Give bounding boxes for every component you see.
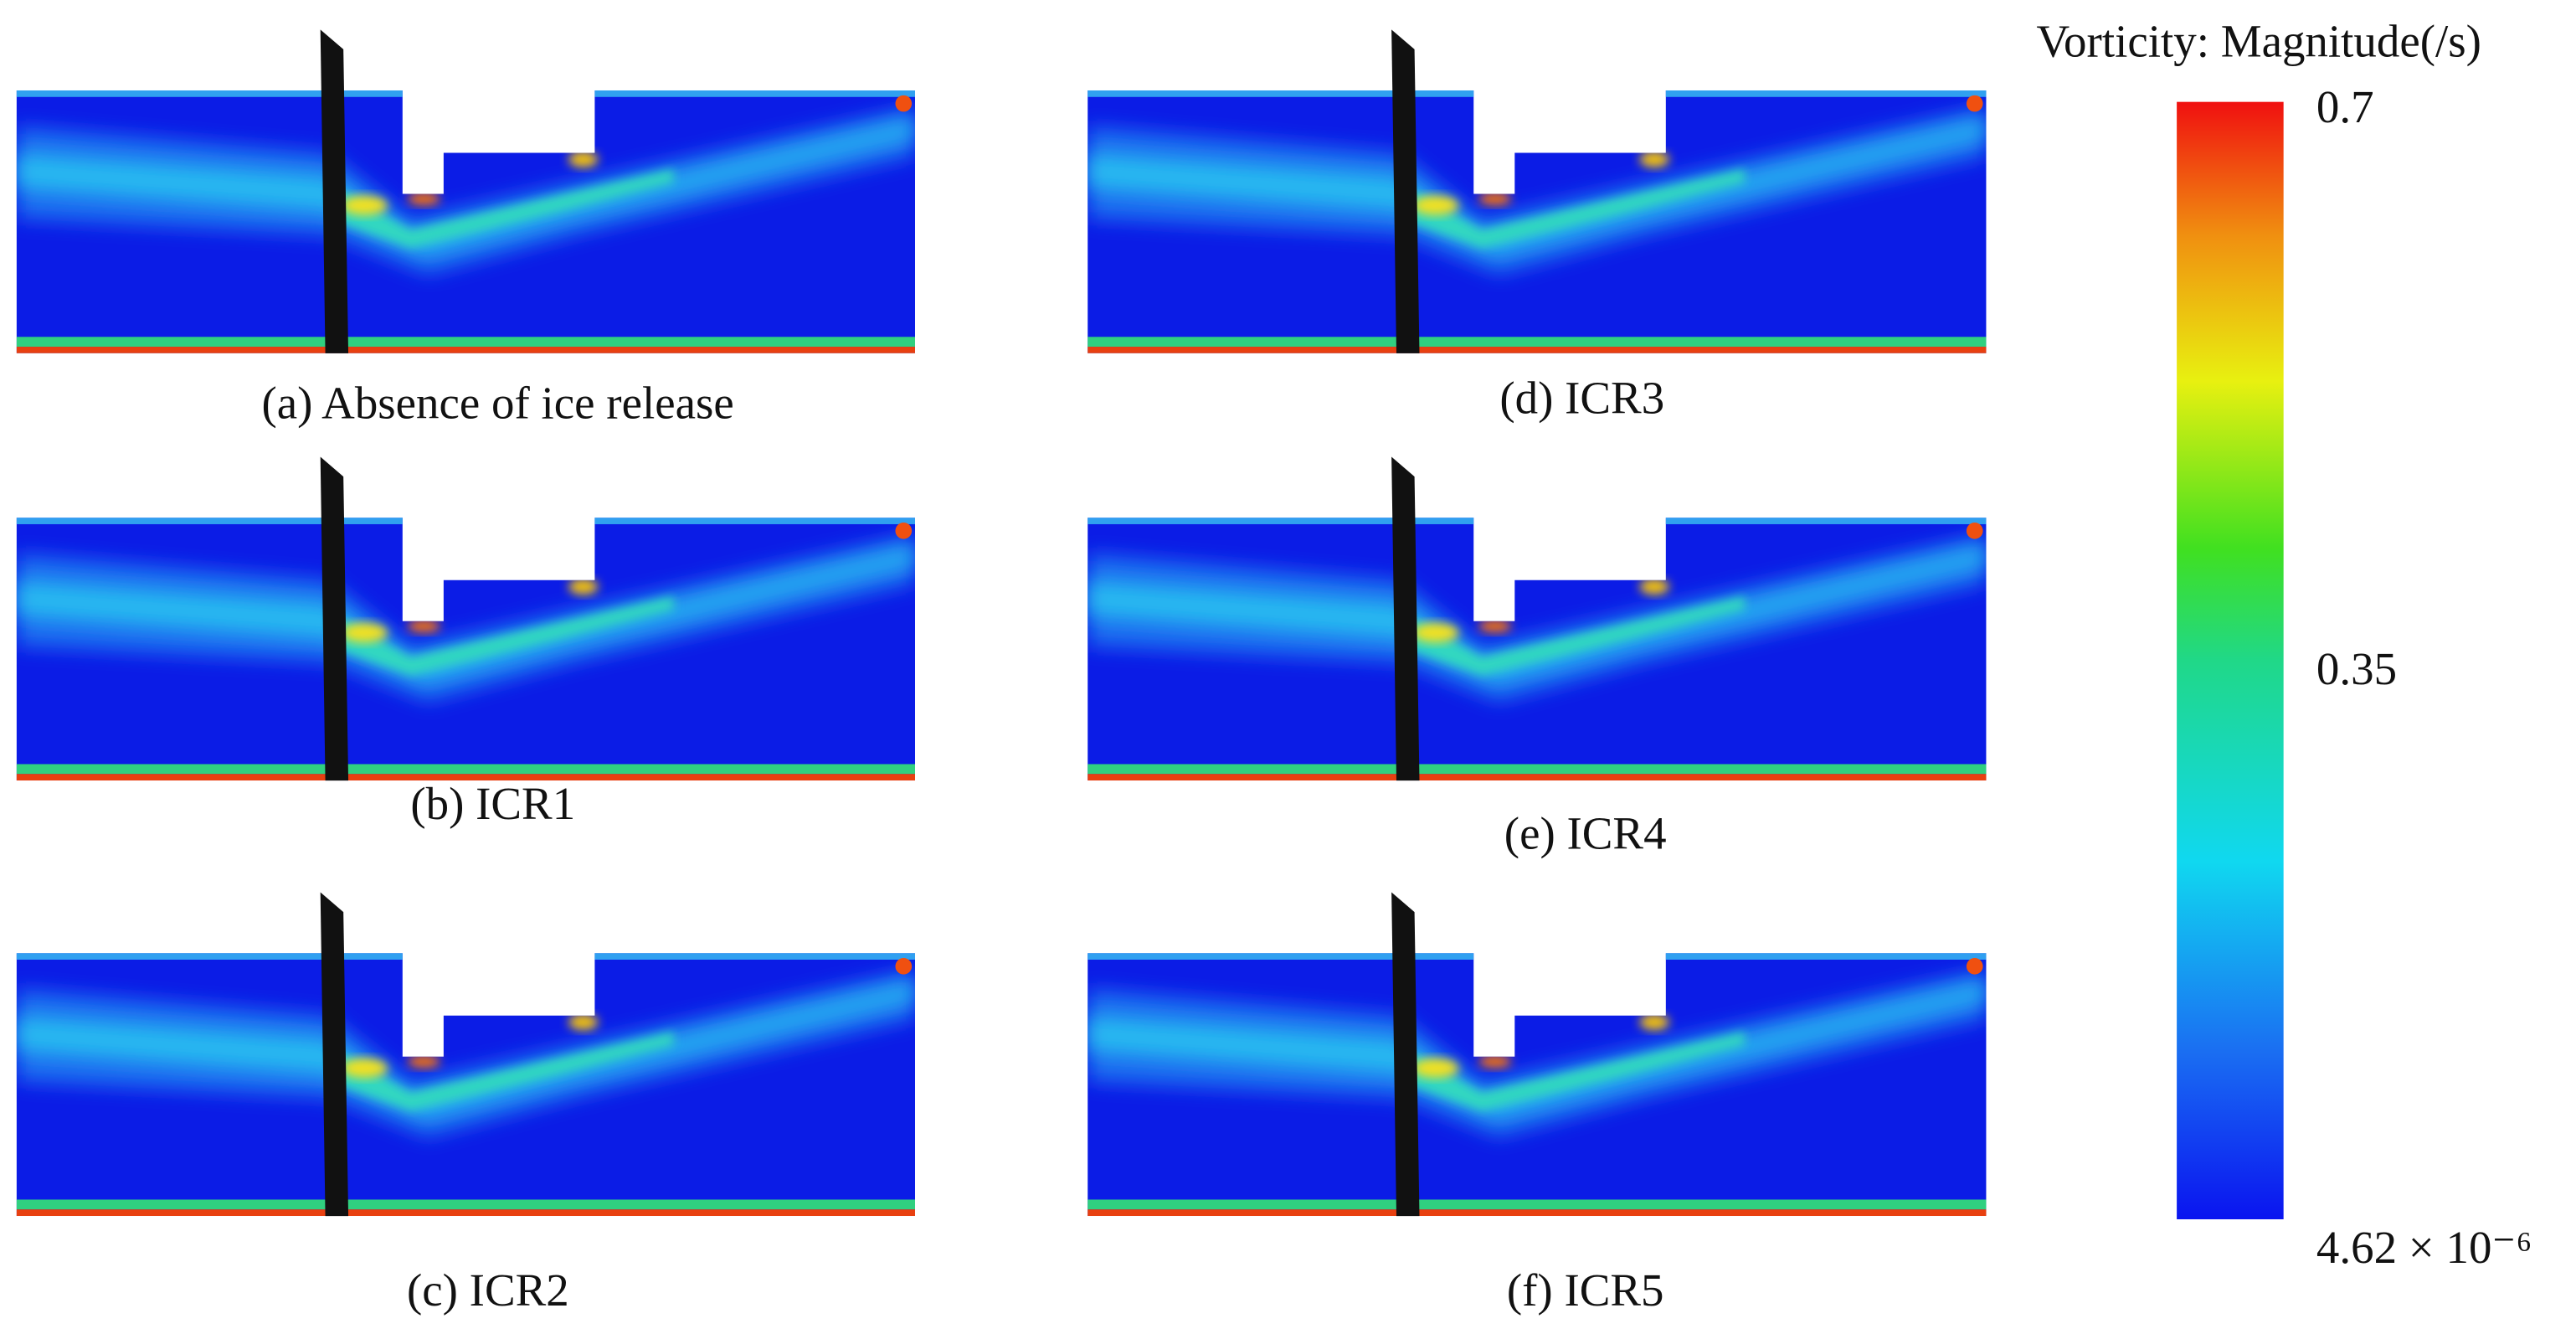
contour-panel — [1087, 29, 1986, 353]
contour-plot — [1087, 457, 1986, 781]
panel-caption: (e) ICR4 — [1504, 807, 1667, 858]
contour-panel — [17, 893, 915, 1217]
contour-plot — [17, 893, 915, 1217]
colorbar-label: 0.7 — [2316, 81, 2374, 132]
colorbar-title: Vorticity: Magnitude(/s) — [2036, 16, 2481, 67]
panel-caption: (c) ICR2 — [407, 1264, 569, 1316]
colorbar-scale — [2177, 101, 2284, 1220]
contour-panel — [1087, 893, 1986, 1217]
contour-plot — [1087, 893, 1986, 1217]
panel-caption: (d) ICR3 — [1499, 372, 1664, 423]
contour-plot — [17, 457, 915, 781]
contour-plot — [1087, 29, 1986, 353]
contour-panel — [17, 29, 915, 353]
contour-panel — [1087, 457, 1986, 781]
colorbar-label: 0.35 — [2316, 643, 2397, 694]
panels: (a) Absence of ice release (b) ICR1 (c) IC… — [17, 29, 1987, 1316]
panel-caption: (f) ICR5 — [1507, 1264, 1664, 1316]
colorbar: Vorticity: Magnitude(/s) 0.7 0.35 4.62 ×… — [2036, 16, 2532, 1273]
contour-panel — [17, 457, 915, 781]
panel-caption: (b) ICR1 — [410, 778, 575, 829]
colorbar-label: 4.62 × 10⁻⁶ — [2316, 1222, 2532, 1273]
panel-caption: (a) Absence of ice release — [261, 377, 733, 428]
contour-plot — [17, 29, 915, 353]
